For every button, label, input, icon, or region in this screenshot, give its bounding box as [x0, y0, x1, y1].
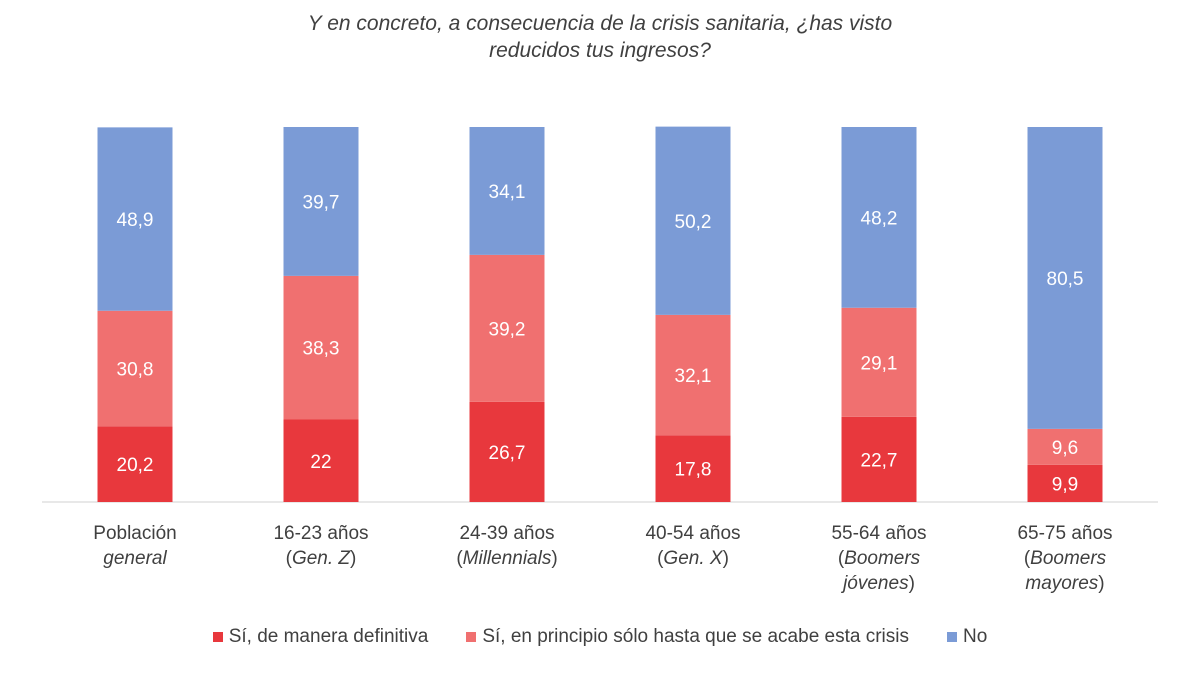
bar-segment-6-series-2: [1027, 428, 1103, 465]
data-label-4-series-1: 17,8: [675, 460, 712, 481]
bar-segment-1-series-3: [97, 127, 173, 311]
bar-segment-6-series-3: [1027, 127, 1103, 429]
bar-segment-5-series-2: [841, 307, 917, 417]
bar-segment-2-series-2: [283, 275, 359, 420]
category-label-3-line-1: 24-39 años: [459, 523, 554, 544]
category-label-6-line-2: (Boomers: [1024, 548, 1107, 569]
data-label-2-series-3: 39,7: [303, 192, 340, 213]
legend-swatch-temporary: [466, 632, 477, 642]
data-label-5-series-2: 29,1: [861, 353, 898, 374]
category-label-1-line-2: general: [103, 548, 167, 569]
category-label-5-line-1: 55-64 años: [831, 523, 926, 544]
bar-segment-4-series-3: [655, 126, 731, 315]
bar-segment-1-series-1: [97, 426, 173, 502]
data-label-2-series-2: 38,3: [303, 339, 340, 360]
category-label-2-line-2: (Gen. Z): [286, 548, 357, 569]
bar-segment-2-series-1: [283, 419, 359, 502]
legend-label-no: No: [963, 626, 988, 647]
data-label-6-series-1: 9,9: [1052, 474, 1078, 495]
category-label-3-line-2: (Millennials): [456, 548, 557, 569]
legend: Sí, de manera definitiva Sí, en principi…: [0, 626, 1200, 648]
legend-swatch-no: [947, 632, 957, 642]
data-label-4-series-3: 50,2: [675, 212, 712, 233]
data-label-6-series-2: 9,6: [1052, 438, 1078, 459]
legend-label-temporary: Sí, en principio sólo hasta que se acabe…: [482, 626, 909, 647]
data-label-1-series-3: 48,9: [117, 210, 154, 231]
legend-item-temporary: Sí, en principio sólo hasta que se acabe…: [466, 626, 909, 648]
bar-segment-6-series-1: [1027, 464, 1103, 502]
category-label-4-line-2: (Gen. X): [657, 548, 729, 569]
category-label-6-line-1: 65-75 años: [1017, 523, 1112, 544]
data-label-2-series-1: 22: [310, 452, 331, 473]
category-label-5-line-2: (Boomers: [838, 548, 921, 569]
chart-title-line-1: Y en concreto, a consecuencia de la cris…: [307, 12, 893, 35]
bar-segment-3-series-1: [469, 401, 545, 502]
data-label-6-series-3: 80,5: [1047, 269, 1084, 290]
data-label-4-series-2: 32,1: [675, 366, 712, 387]
category-label-6-line-3: mayores): [1025, 573, 1104, 594]
data-label-3-series-1: 26,7: [489, 443, 526, 464]
data-label-1-series-2: 30,8: [117, 360, 154, 381]
category-label-4-line-1: 40-54 años: [645, 523, 740, 544]
legend-item-definitive: Sí, de manera definitiva: [212, 626, 429, 648]
data-label-3-series-2: 39,2: [489, 319, 526, 340]
data-label-1-series-1: 20,2: [117, 455, 154, 476]
bar-segment-5-series-1: [841, 416, 917, 502]
data-label-3-series-3: 34,1: [489, 182, 526, 203]
legend-swatch-definitive: [212, 632, 223, 642]
chart-title-line-2: reducidos tus ingresos?: [489, 39, 711, 62]
bar-segment-2-series-3: [283, 127, 359, 276]
data-label-5-series-1: 22,7: [861, 450, 898, 471]
legend-item-no: No: [947, 626, 987, 648]
legend-label-definitive: Sí, de manera definitiva: [228, 626, 429, 647]
bar-segment-3-series-2: [469, 254, 545, 402]
chart-title: Y en concreto, a consecuencia de la cris…: [200, 10, 1000, 64]
bar-segment-3-series-3: [469, 127, 545, 255]
bar-segment-1-series-2: [97, 310, 173, 427]
category-label-5-line-3: jóvenes): [840, 573, 915, 594]
category-label-1-line-1: Población: [93, 523, 176, 544]
category-label-2-line-1: 16-23 años: [273, 523, 368, 544]
bar-segment-5-series-3: [841, 127, 917, 308]
stacked-bar-chart: 20,2 30,8 48,9 Población general 22 38,3 39,7 16…: [42, 126, 1158, 594]
bar-segment-4-series-2: [655, 314, 731, 436]
data-label-5-series-3: 48,2: [861, 208, 898, 229]
bar-segment-4-series-1: [655, 435, 731, 502]
